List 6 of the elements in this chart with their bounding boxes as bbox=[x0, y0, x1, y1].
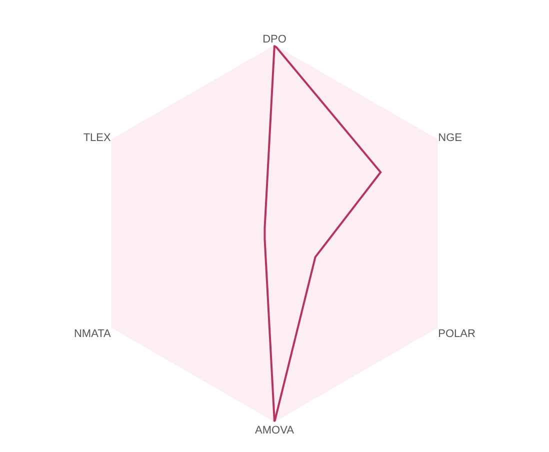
spoke-label: NGE bbox=[438, 132, 462, 144]
spoke-label: AMOVA bbox=[255, 424, 295, 436]
spoke-label: TLEX bbox=[83, 132, 112, 144]
spoke-label: NMATA bbox=[74, 328, 112, 340]
spoke-label: POLAR bbox=[438, 328, 476, 340]
spoke-label: DPO bbox=[262, 33, 287, 46]
